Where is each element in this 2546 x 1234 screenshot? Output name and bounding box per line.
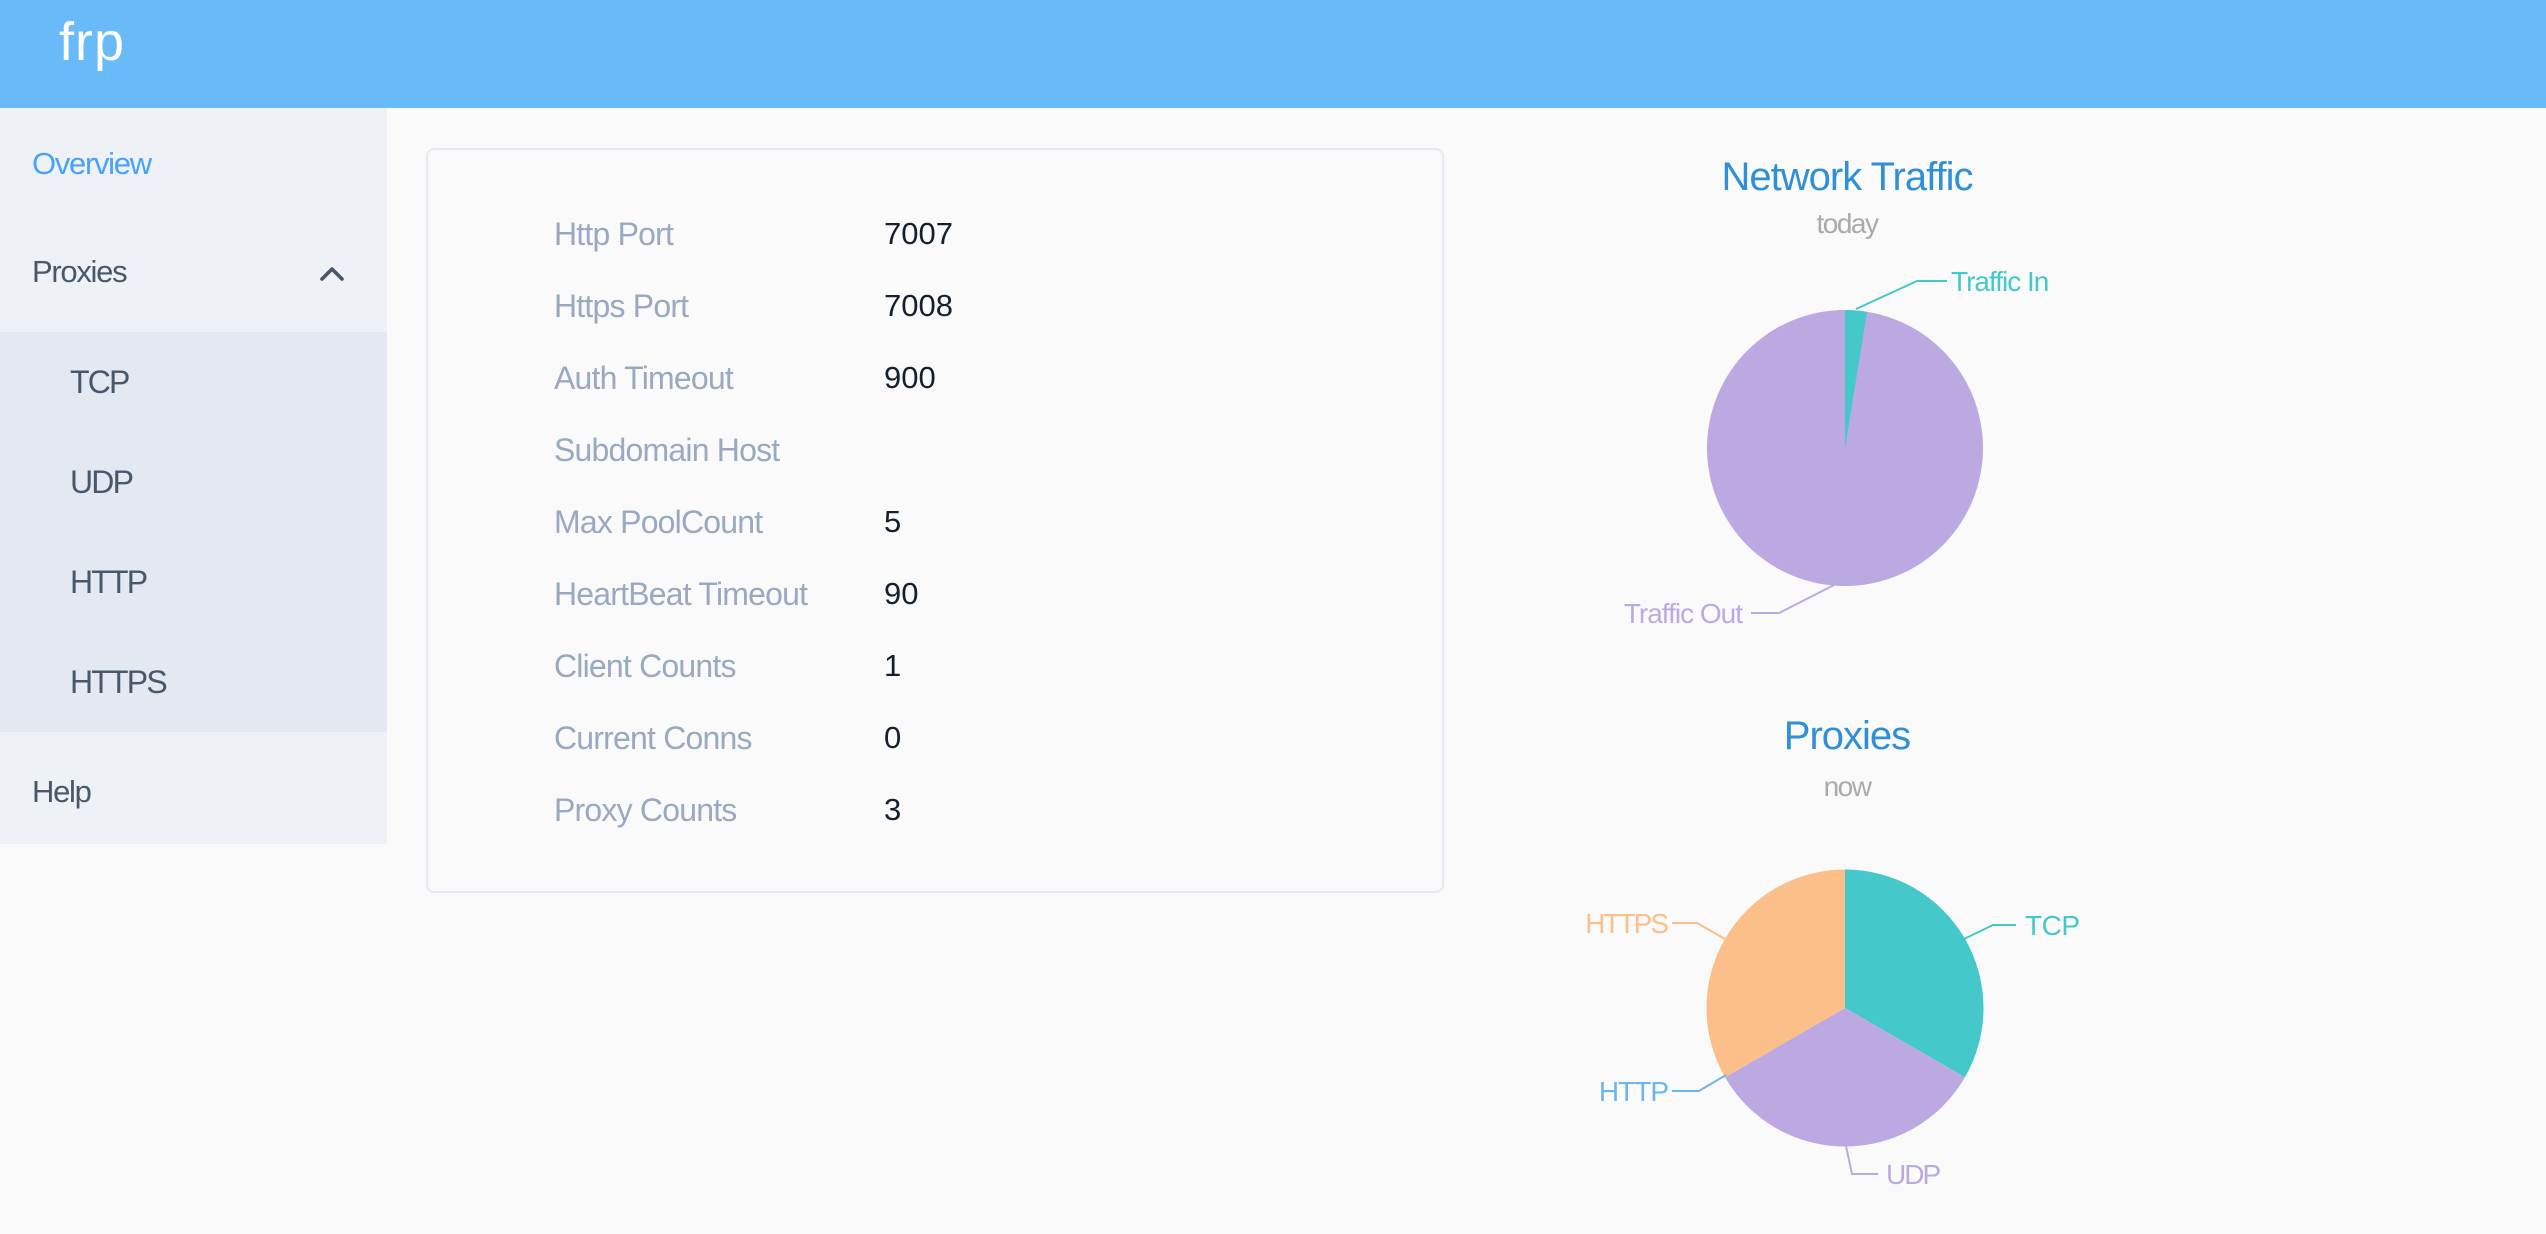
svg-text:Proxies: Proxies	[1784, 714, 1910, 758]
svg-text:Network Traffic: Network Traffic	[1722, 155, 1973, 199]
svg-text:HTTPS: HTTPS	[1585, 908, 1668, 939]
svg-text:Traffic Out: Traffic Out	[1624, 598, 1743, 629]
svg-text:TCP: TCP	[2025, 910, 2080, 941]
svg-text:now: now	[1824, 771, 1873, 802]
svg-text:Traffic In: Traffic In	[1951, 266, 2048, 297]
svg-text:HTTP: HTTP	[1599, 1076, 1668, 1107]
svg-text:UDP: UDP	[1886, 1159, 1940, 1190]
svg-text:today: today	[1817, 208, 1879, 239]
